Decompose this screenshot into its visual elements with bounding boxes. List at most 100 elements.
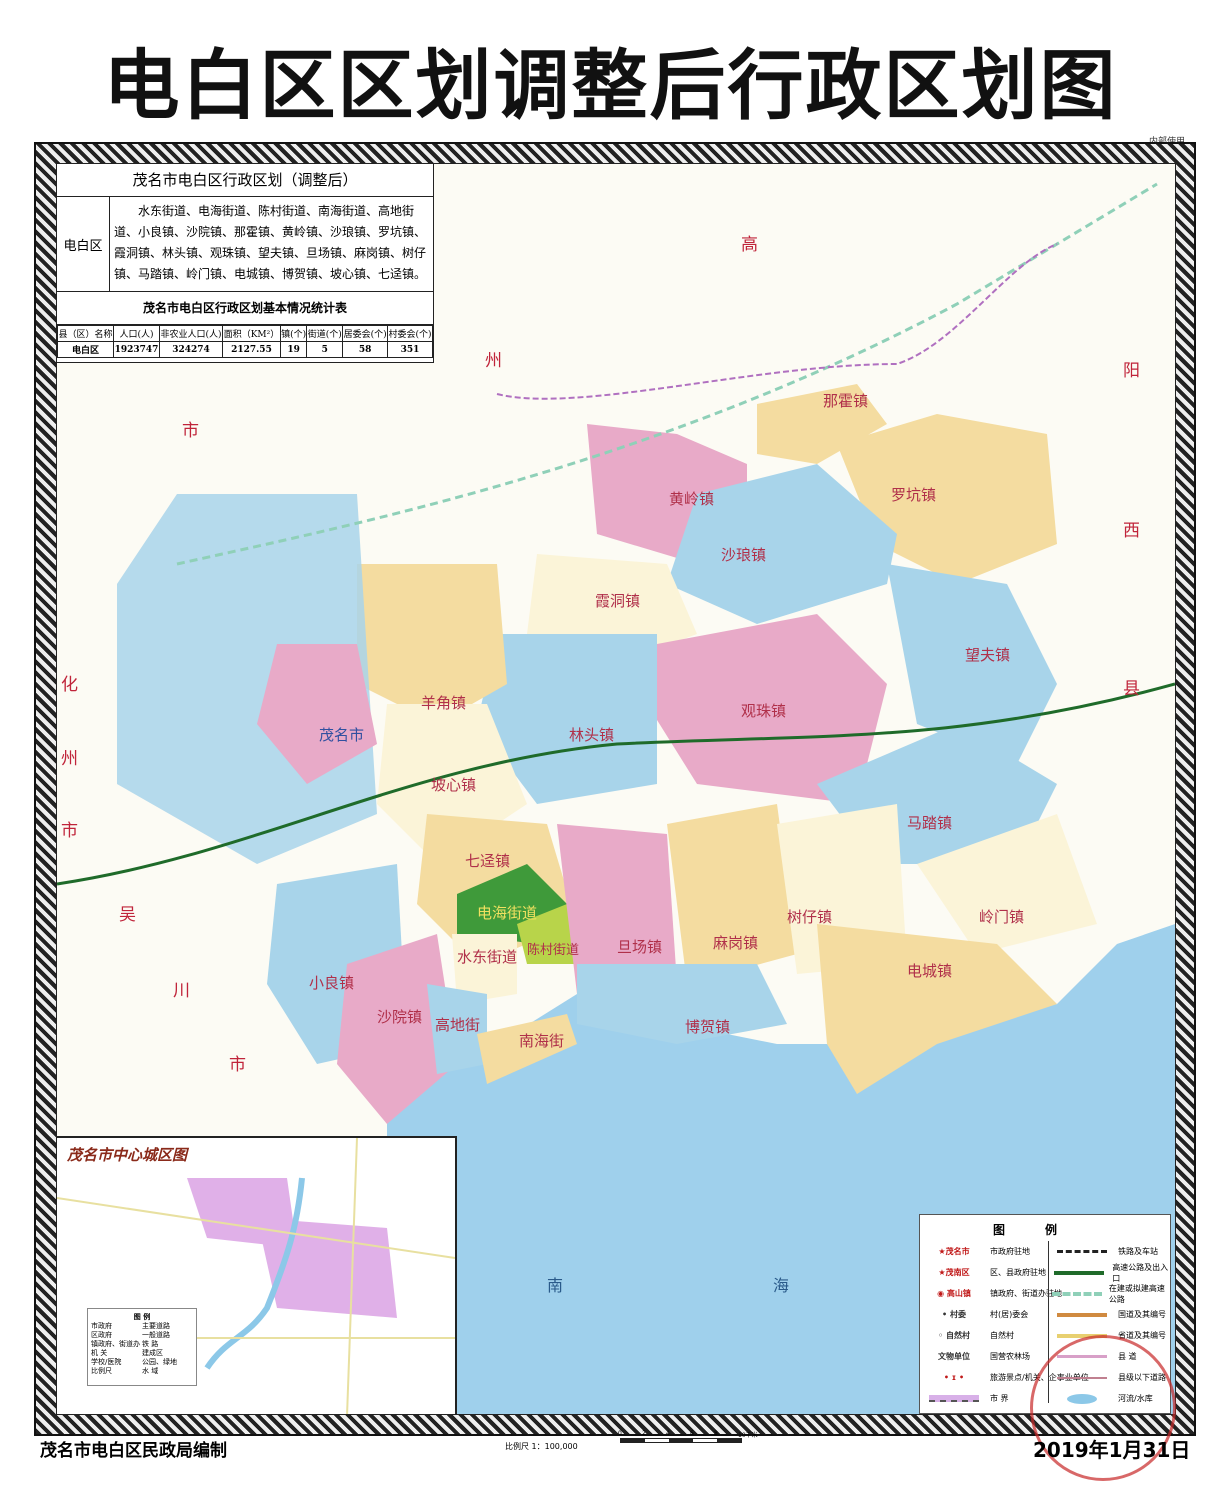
data-cell: 351: [387, 341, 433, 358]
stats-data-row: 电白区 1923747 324274 2127.55 19 5 58 351: [57, 341, 433, 358]
scale-tick: 4: [666, 1430, 670, 1437]
town-label: 那霍镇: [823, 392, 869, 410]
scale-tick: 0: [618, 1430, 622, 1437]
scale-tick: 10千米: [738, 1432, 758, 1439]
division-info-box: 茂名市电白区行政区划（调整后） 电白区 水东街道、电海街道、陈村街道、南海街道、…: [57, 164, 434, 363]
town-label: 高地街: [435, 1016, 481, 1034]
town-label: 马踏镇: [907, 814, 953, 832]
town-label: 望夫镇: [965, 646, 1011, 664]
info-heading: 茂名市电白区行政区划（调整后）: [57, 164, 433, 197]
town-label: 南海街: [519, 1032, 565, 1050]
county-boundary: [496, 243, 1058, 400]
legend-item: ★茂南区 区、县政府驻地: [938, 1268, 1046, 1277]
data-cell: 19: [279, 341, 308, 358]
town-shape-maoming-core: [257, 644, 377, 784]
expressway: [57, 682, 1175, 886]
town-label: 黄岭镇: [669, 490, 715, 508]
inset-legend-item: 市政府: [91, 1322, 112, 1330]
header-cell: 非农业人口(人): [158, 325, 224, 342]
header-cell: 村委会(个): [387, 325, 433, 342]
town-label: 七迳镇: [465, 852, 511, 870]
header-cell: 街道(个): [306, 325, 344, 342]
neighbor-label: 县: [1123, 679, 1140, 699]
scale-text: 比例尺 1：100,000: [505, 1442, 578, 1451]
inset-title: 茂名市中心城区图: [67, 1146, 188, 1164]
neighbor-label: 吴: [119, 905, 136, 925]
neighbor-label: 州: [61, 749, 78, 769]
legend-item: 国道及其编号: [1052, 1304, 1170, 1325]
town-label: 树仔镇: [787, 908, 833, 926]
town-shape-nanhai: [477, 1014, 577, 1084]
inset-legend-title: 图 例: [133, 1313, 151, 1321]
inset-legend: 图 例 市政府 主要道路 区政府 一般道路 镇政府、街道办 铁 路 机 关 建成…: [87, 1308, 197, 1386]
legend-item: • 村委 村(居)委会: [942, 1310, 1029, 1319]
town-label: 罗坑镇: [891, 486, 937, 504]
inset-legend-item: 铁 路: [142, 1340, 159, 1348]
inset-legend-item: 学校/医院: [91, 1358, 122, 1366]
town-label: 岭门镇: [979, 908, 1025, 926]
inset-legend-item: 镇政府、街道办: [91, 1340, 140, 1348]
legend-title: 图例: [992, 1223, 1097, 1237]
header-cell: 居委会(个): [342, 325, 389, 342]
data-cell: 1923747: [113, 341, 160, 358]
town-shape-lingmen: [917, 814, 1097, 954]
data-cell: 324274: [158, 341, 224, 358]
town-shape-shayuan: [337, 934, 457, 1124]
legend-item: 在建或拟建高速公路: [1052, 1283, 1170, 1304]
inset-legend-item: 主要道路: [142, 1322, 170, 1330]
neighbor-label: 西: [1123, 521, 1140, 541]
neighbor-label: 阳: [1123, 361, 1140, 381]
stats-title: 茂名市电白区行政区划基本情况统计表: [57, 292, 433, 325]
inset-legend-item: 一般道路: [142, 1331, 170, 1339]
town-label: 电海街道: [477, 904, 538, 922]
town-shape-nahuo: [757, 384, 887, 464]
sea-label: 海: [773, 1276, 790, 1295]
town-label: 电城镇: [907, 962, 953, 980]
town-label: 小良镇: [309, 974, 355, 992]
header-cell: 人口(人): [113, 325, 160, 342]
map-area[interactable]: 那霍镇 罗坑镇 黄岭镇 沙琅镇 霞洞镇 望夫镇 观珠镇 林头镇 马踏镇 羊角镇 …: [56, 163, 1176, 1415]
neighbor-label: 川: [173, 981, 190, 1001]
neighbor-label: 市: [182, 421, 199, 441]
town-shape-bohe: [577, 964, 787, 1044]
town-label: 坡心镇: [431, 776, 477, 794]
town-label: 霞洞镇: [595, 592, 641, 610]
data-cell: 5: [306, 341, 344, 358]
legend-item: 铁路及车站: [1052, 1241, 1170, 1262]
stats-table: 县（区）名称 人口(人) 非农业人口(人) 面积（KM²） 镇(个) 街道(个)…: [57, 325, 433, 358]
town-label: 林头镇: [569, 726, 615, 744]
legend-item: 高速公路及出入口: [1052, 1262, 1170, 1283]
inset-legend-item: 建成区: [142, 1349, 163, 1357]
publisher: 茂名市电白区民政局编制: [40, 1441, 227, 1461]
inset-city-map[interactable]: 茂名市中心城区图 图 例 市政府 主要道路 区政府 一般道路 镇政府、街道办 铁…: [57, 1136, 457, 1414]
city-label: 茂名市: [319, 726, 365, 744]
sea-label: 南: [547, 1276, 564, 1295]
inset-legend-item: 机 关: [91, 1349, 108, 1357]
town-shape-shalang: [667, 464, 897, 624]
town-shape-lintou: [477, 634, 657, 804]
town-label: 观珠镇: [741, 702, 787, 720]
data-cell: 2127.55: [222, 341, 281, 358]
scale-bar: 0 2 4 6 8 10千米: [618, 1430, 760, 1448]
neighbor-label: 高: [741, 235, 758, 255]
district-name: 电白区: [57, 197, 110, 291]
data-cell: 58: [342, 341, 389, 358]
scale-tick: 6: [690, 1430, 694, 1437]
town-shape-wangfu: [887, 564, 1057, 764]
inset-legend-item: 水 域: [142, 1367, 159, 1375]
town-shape-danchang: [557, 824, 677, 994]
neighbor-label: 化: [61, 675, 78, 695]
inset-legend-item: 公园、绿地: [142, 1358, 177, 1366]
division-list: 水东街道、电海街道、陈村街道、南海街道、高地街道、小良镇、沙院镇、那霍镇、黄岭镇…: [114, 204, 427, 281]
town-shape-guanzhu: [647, 614, 887, 804]
legend-item: ◉ 高山镇 镇政府、街道办驻地: [937, 1289, 1062, 1298]
town-shape-shuidong: [452, 934, 517, 1004]
town-shape-diancheng: [817, 924, 1057, 1094]
official-seal: [1030, 1335, 1176, 1481]
neighbor-label: 市: [229, 1055, 246, 1075]
town-label: 羊角镇: [421, 694, 467, 712]
legend-item: ★茂名市 市政府驻地: [938, 1247, 1030, 1256]
legend-item: 市 界: [924, 1388, 1089, 1409]
inset-shapes: [57, 1138, 455, 1414]
town-label: 博贺镇: [685, 1018, 731, 1036]
